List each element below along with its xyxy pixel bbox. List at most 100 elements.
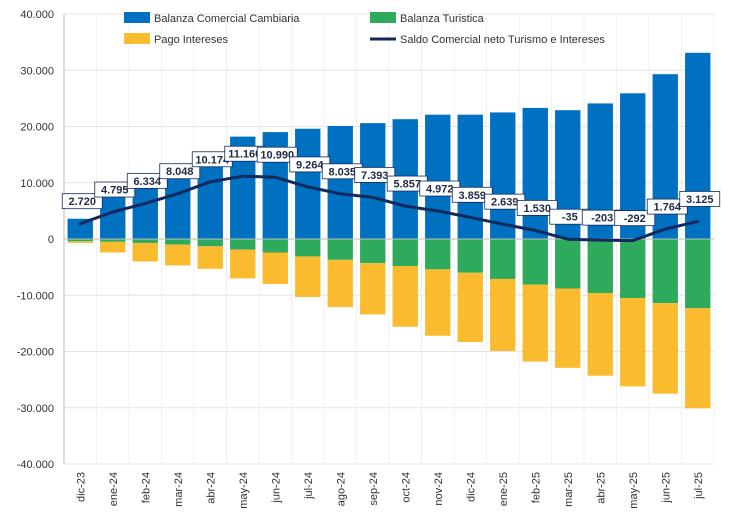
legend: Balanza Comercial Cambiaria Balanza Turis… — [124, 12, 605, 46]
bar-pago-intereses — [685, 308, 711, 409]
data-label-box — [94, 181, 136, 198]
legend-label: Saldo Comercial neto Turismo e Intereses — [400, 34, 605, 46]
x-tick-label: jul-25 — [693, 472, 705, 500]
x-tick-label: nov-24 — [433, 472, 445, 506]
bar-pago-intereses — [360, 263, 386, 315]
net-balance-line — [78, 174, 700, 243]
x-tick-label: ene-24 — [108, 472, 120, 506]
bar-balanza-turistica — [197, 239, 223, 247]
data-label: 10.174 — [195, 154, 230, 166]
bar-balanza-turistica — [685, 239, 711, 309]
data-label-box — [614, 210, 656, 227]
x-tick-label: abr-24 — [205, 472, 217, 504]
x-tick-label: jul-24 — [303, 472, 315, 500]
data-label-box — [126, 172, 168, 189]
y-tick-label: 40.000 — [20, 9, 54, 21]
net-line-path — [78, 174, 700, 243]
x-tick-label: oct-24 — [400, 472, 412, 503]
bar-balanza-turistica — [392, 239, 418, 266]
bar-pago-intereses — [100, 241, 126, 253]
bar-balanza-turistica — [652, 239, 678, 304]
data-label-box — [61, 193, 103, 210]
x-tick-label: feb-24 — [140, 472, 152, 503]
data-label: 7.393 — [361, 170, 389, 182]
legend-label: Pago Intereses — [154, 34, 228, 46]
bar-balanza-comercial-cambiaria — [425, 114, 451, 239]
data-label: 2.639 — [491, 197, 519, 209]
bar-pago-intereses — [652, 303, 678, 394]
bars — [67, 52, 711, 409]
bar-pago-intereses — [295, 256, 321, 297]
bar-pago-intereses — [555, 288, 581, 368]
bar-balanza-turistica — [327, 239, 353, 260]
bar-balanza-comercial-cambiaria — [685, 52, 711, 239]
data-label-box — [354, 167, 396, 183]
y-tick-label: 10.000 — [20, 178, 54, 190]
bar-pago-intereses — [262, 252, 288, 284]
bar-balanza-turistica — [230, 239, 256, 250]
legend-swatch — [124, 12, 150, 23]
bar-pago-intereses — [620, 298, 646, 387]
legend-label: Balanza Turistica — [400, 13, 485, 25]
bar-balanza-turistica — [620, 239, 646, 299]
bar-balanza-turistica — [165, 239, 191, 245]
bar-balanza-comercial-cambiaria — [522, 107, 548, 239]
x-tick-label: may-25 — [628, 472, 640, 509]
bar-pago-intereses — [67, 241, 93, 243]
bar-balanza-turistica — [522, 239, 548, 285]
data-label: 4.972 — [426, 184, 454, 196]
data-label: 1.764 — [653, 202, 681, 214]
bar-balanza-turistica — [360, 239, 386, 264]
bar-balanza-turistica — [457, 239, 483, 273]
data-label: 3.125 — [686, 194, 714, 206]
data-label: 1.530 — [523, 203, 551, 215]
bar-pago-intereses — [522, 284, 548, 362]
x-tick-label: jun-24 — [270, 472, 282, 504]
bar-balanza-comercial-cambiaria — [327, 125, 353, 239]
legend-label: Balanza Comercial Cambiaria — [154, 13, 300, 25]
bar-pago-intereses — [457, 272, 483, 342]
bar-balanza-turistica — [295, 239, 321, 257]
bar-pago-intereses — [165, 244, 191, 266]
bar-balanza-turistica — [262, 239, 288, 253]
bar-balanza-turistica — [490, 239, 516, 279]
y-tick-label: -40.000 — [17, 459, 54, 471]
y-tick-label: -10.000 — [17, 290, 54, 302]
x-tick-label: ago-24 — [335, 472, 347, 506]
bar-balanza-turistica — [100, 239, 126, 242]
bar-balanza-comercial-cambiaria — [490, 112, 516, 239]
bar-pago-intereses — [132, 242, 158, 262]
data-label: -35 — [562, 212, 578, 224]
data-label: 10.990 — [260, 150, 294, 162]
data-label: 5.857 — [393, 179, 421, 191]
x-tick-label: dic-23 — [75, 472, 87, 502]
x-axis-ticks: dic-23 ene-24 feb-24 mar-24 abr-24 may-24 jun-… — [75, 472, 705, 509]
data-label: 3.859 — [458, 190, 486, 202]
data-label-box — [516, 199, 558, 216]
data-label: 9.264 — [296, 159, 324, 171]
data-label: -203 — [591, 213, 613, 225]
y-axis-ticks: 40.000 30.000 20.000 10.000 0 -10.000 -20.000 -… — [17, 9, 54, 471]
bar-pago-intereses — [587, 293, 613, 376]
data-label-box — [256, 146, 298, 163]
bar-pago-intereses — [327, 259, 353, 308]
y-tick-label: 20.000 — [20, 122, 54, 134]
legend-swatch — [124, 33, 150, 44]
x-tick-label: may-24 — [238, 472, 250, 509]
bar-balanza-turistica — [555, 239, 581, 289]
y-tick-label: 0 — [48, 234, 54, 246]
x-tick-label: sep-24 — [368, 472, 380, 506]
x-tick-label: jun-25 — [660, 472, 672, 504]
data-label: 8.048 — [166, 166, 194, 178]
data-label: 6.334 — [133, 176, 161, 188]
legend-swatch — [370, 12, 396, 23]
y-tick-label: 30.000 — [20, 65, 54, 77]
x-tick-label: dic-24 — [465, 472, 477, 502]
data-label: 11.160 — [228, 149, 261, 161]
bar-balanza-turistica — [425, 239, 451, 270]
bar-balanza-comercial-cambiaria — [67, 218, 93, 239]
bar-balanza-turistica — [587, 239, 613, 293]
bar-balanza-comercial-cambiaria — [100, 196, 126, 239]
